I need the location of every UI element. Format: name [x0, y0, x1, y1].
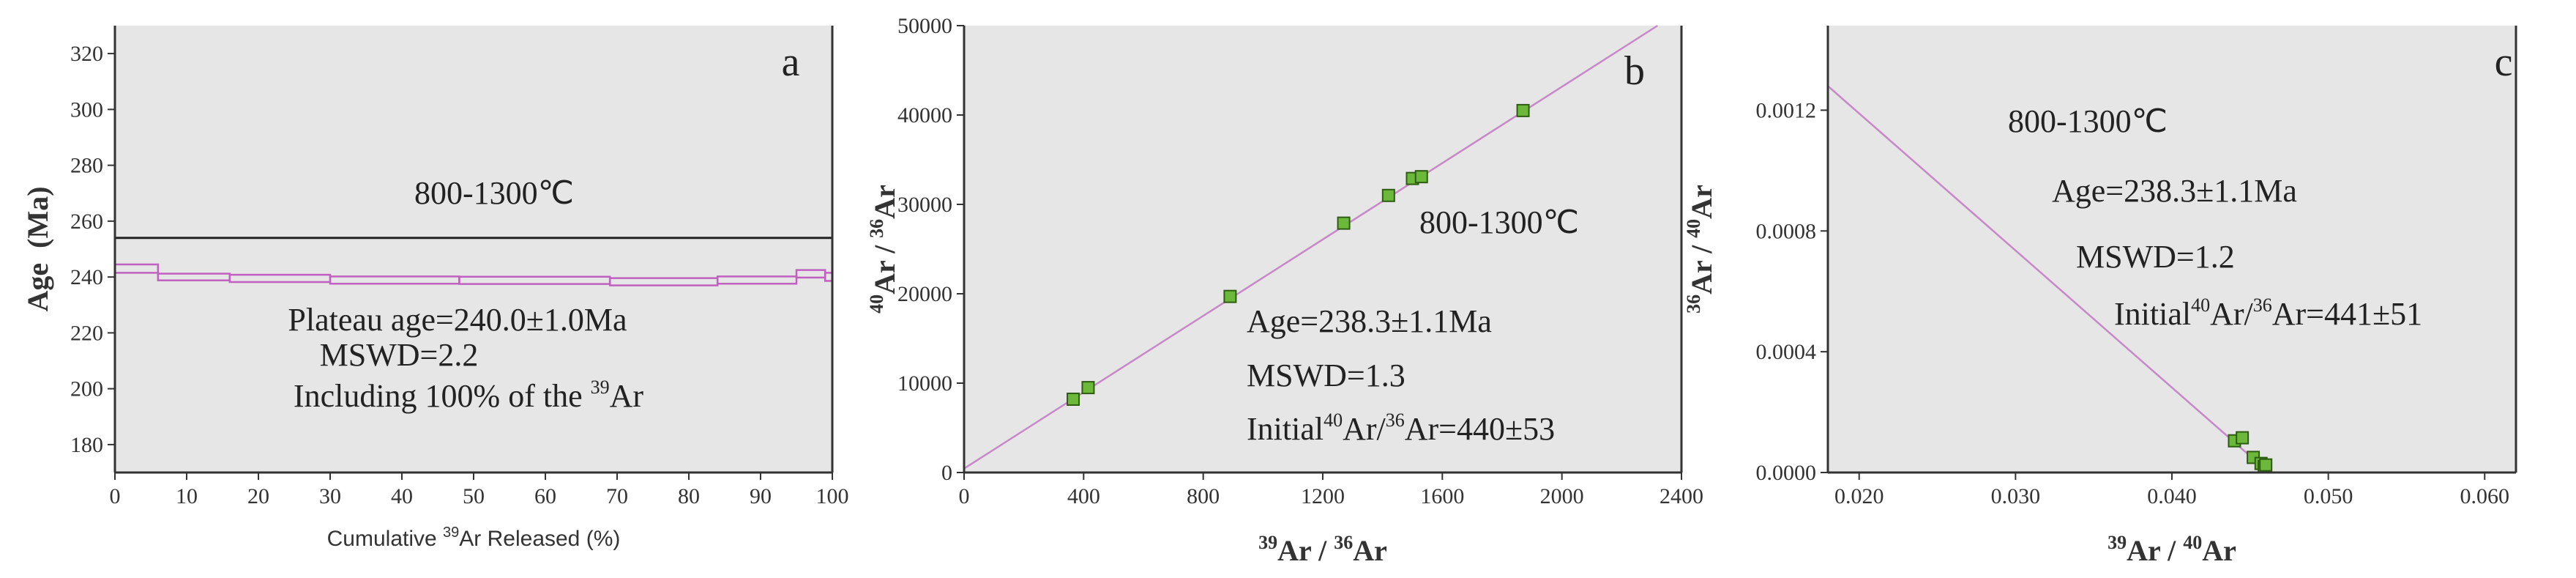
data-point	[1414, 170, 1428, 184]
age-step	[716, 275, 798, 285]
panel-a-x-tick-label: 20	[247, 484, 269, 508]
panel-b-y-tick-label: 20000	[897, 282, 952, 306]
panel-b-x-tick-label: 800	[1187, 484, 1220, 508]
panel-a-y-tick-label: 200	[70, 377, 103, 401]
panel-c-temperature: 800-1300℃	[2008, 103, 2168, 139]
panel-b-plot-area	[964, 26, 1681, 473]
panel-a-mswd: MSWD=2.2	[320, 337, 479, 373]
panel-a-plot-area	[115, 26, 832, 473]
panel-a-x-tick-label: 90	[750, 484, 772, 508]
panel-a-x-tick-label: 80	[678, 484, 700, 508]
panel-a-y-tick-label: 240	[70, 265, 103, 289]
panel-a-x-tick-label: 60	[534, 484, 556, 508]
panel-a-y-tick-label: 180	[70, 433, 103, 457]
panel-b-mswd: MSWD=1.3	[1247, 357, 1405, 393]
panel-a-y-tick-label: 220	[70, 321, 103, 345]
panel-b-x-tick-label: 2000	[1540, 484, 1584, 508]
data-point	[1381, 188, 1395, 202]
panel-b-y-axis-title: 40Ar / 36Ar	[866, 185, 901, 314]
data-point	[1223, 289, 1237, 303]
panel-a-plateau-age: Plateau age=240.0±1.0Ma	[288, 302, 627, 338]
panel-c-mswd: MSWD=1.2	[2076, 239, 2235, 275]
panel-c-x-tick-label: 0.040	[2147, 484, 2197, 508]
panel-c-x-tick-label: 0.030	[1991, 484, 2041, 508]
panel-c-x-axis-title: 39Ar / 40Ar	[2108, 532, 2236, 567]
panel-c-points	[2228, 431, 2273, 473]
panel-a-temperature: 800-1300℃	[414, 175, 574, 211]
panel-a-x-axis-title: Cumulative 39Ar Released (%)	[327, 525, 621, 551]
panel-c-age: Age=238.3±1.1Ma	[2052, 173, 2297, 209]
panel-c-plot-area	[1828, 26, 2516, 473]
data-point	[2236, 431, 2250, 445]
panel-a-x-tick-label: 50	[463, 484, 485, 508]
panel-a-including: Including 100% of the 39Ar	[294, 377, 643, 414]
panel-c-y-axis-title: 36Ar / 40Ar	[1683, 185, 1718, 314]
panel-a-letter: a	[782, 40, 800, 85]
panel-c-initial-ratio: Initial40Ar/36Ar=441±51	[2114, 294, 2422, 332]
panel-b-x-ticks: 0 400 800 1200 1600 2000 2400	[959, 473, 1703, 508]
panel-b-x-tick-label: 1600	[1420, 484, 1464, 508]
panel-c-y-tick-label: 0.0012	[1756, 98, 1817, 122]
panel-b: 0 400 800 1200 1600 2000 2400 0 10000 20000 30000…	[866, 14, 1703, 567]
panel-c: 0.020 0.030 0.040 0.050 0.060 0.00000.00040.…	[1683, 26, 2517, 567]
panel-c-y-tick-label: 0.0000	[1756, 461, 1817, 485]
panel-a-y-tick-label: 300	[70, 97, 103, 122]
panel-b-y-ticks: 0 10000 20000 30000 40000 50000	[897, 14, 964, 485]
data-point	[1067, 392, 1080, 406]
data-point	[1516, 103, 1530, 117]
panel-c-x-tick-label: 0.020	[1834, 484, 1884, 508]
panel-a-x-tick-label: 0	[110, 484, 121, 508]
panel-c-y-tick-label: 0.0008	[1756, 219, 1817, 243]
panel-a-y-axis-title: Age (Ma)	[21, 186, 54, 311]
panel-c-letter: c	[2495, 40, 2513, 85]
panel-a-x-tick-label: 70	[606, 484, 628, 508]
data-point	[1337, 216, 1351, 230]
panel-b-y-tick-label: 40000	[897, 103, 952, 127]
panel-b-x-tick-label: 0	[959, 484, 970, 508]
panel-b-y-tick-label: 30000	[897, 193, 952, 217]
panel-a: 0 10 20 30 40 50 60 70 80 90 100 180 200 220 240 260 28…	[21, 26, 849, 551]
panel-c-x-ticks: 0.020 0.030 0.040 0.050 0.060	[1834, 473, 2509, 508]
panel-a-x-ticks: 0 10 20 30 40 50 60 70 80 90 100	[110, 473, 849, 508]
panel-c-inverse-isochron-line	[1827, 85, 2270, 473]
panel-a-x-tick-label: 100	[816, 484, 849, 508]
panel-b-points	[1067, 103, 1530, 406]
panel-a-y-ticks: 180 200 220 240 260 280 300 320	[70, 42, 115, 457]
panel-b-y-tick-label: 10000	[897, 371, 952, 396]
panel-b-y-tick-label: 0	[941, 461, 952, 485]
panel-a-x-tick-label: 40	[391, 484, 413, 508]
data-point	[1081, 381, 1095, 395]
panel-a-steps	[113, 263, 834, 286]
panel-a-x-tick-label: 10	[176, 484, 198, 508]
panel-b-y-tick-label: 50000	[897, 14, 952, 38]
panel-c-y-ticks: 0.0000 0.0004 0.0008 0.0012	[1756, 98, 1828, 485]
panel-b-x-tick-label: 400	[1067, 484, 1100, 508]
panel-c-x-tick-label: 0.050	[2304, 484, 2353, 508]
panel-a-y-tick-label: 260	[70, 210, 103, 234]
panel-a-x-tick-label: 30	[319, 484, 341, 508]
panel-b-temperature: 800-1300℃	[1419, 204, 1579, 240]
panel-b-x-axis-title: 39Ar / 36Ar	[1258, 532, 1387, 567]
panel-a-y-tick-label: 320	[70, 42, 103, 66]
panel-b-age: Age=238.3±1.1Ma	[1247, 303, 1492, 339]
panel-b-initial-ratio: Initial40Ar/36Ar=440±53	[1247, 410, 1555, 447]
panel-b-x-tick-label: 2400	[1660, 484, 1703, 508]
panel-c-y-tick-label: 0.0004	[1756, 340, 1817, 364]
panel-b-letter: b	[1624, 48, 1645, 94]
panel-a-y-tick-label: 280	[70, 154, 103, 178]
data-point	[2259, 458, 2273, 472]
panel-b-x-tick-label: 1200	[1301, 484, 1345, 508]
panel-c-x-tick-label: 0.060	[2460, 484, 2510, 508]
